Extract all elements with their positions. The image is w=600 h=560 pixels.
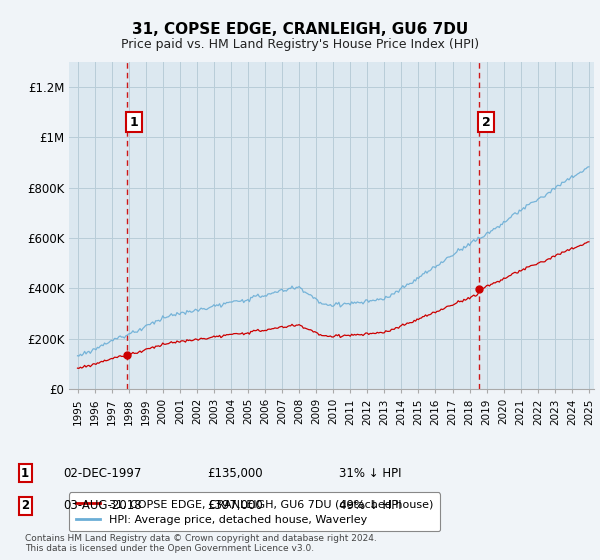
Text: 2: 2: [21, 499, 29, 512]
Text: 02-DEC-1997: 02-DEC-1997: [63, 466, 142, 480]
Text: 49% ↓ HPI: 49% ↓ HPI: [339, 499, 401, 512]
Text: 03-AUG-2018: 03-AUG-2018: [63, 499, 142, 512]
Text: Contains HM Land Registry data © Crown copyright and database right 2024.
This d: Contains HM Land Registry data © Crown c…: [25, 534, 377, 553]
Legend: 31, COPSE EDGE, CRANLEIGH, GU6 7DU (detached house), HPI: Average price, detache: 31, COPSE EDGE, CRANLEIGH, GU6 7DU (deta…: [69, 492, 440, 531]
Text: 2: 2: [482, 115, 491, 129]
Text: 31, COPSE EDGE, CRANLEIGH, GU6 7DU: 31, COPSE EDGE, CRANLEIGH, GU6 7DU: [132, 22, 468, 38]
Text: Price paid vs. HM Land Registry's House Price Index (HPI): Price paid vs. HM Land Registry's House …: [121, 38, 479, 51]
Text: £135,000: £135,000: [207, 466, 263, 480]
Text: £397,000: £397,000: [207, 499, 263, 512]
Text: 1: 1: [130, 115, 139, 129]
Text: 1: 1: [21, 466, 29, 480]
Text: 31% ↓ HPI: 31% ↓ HPI: [339, 466, 401, 480]
